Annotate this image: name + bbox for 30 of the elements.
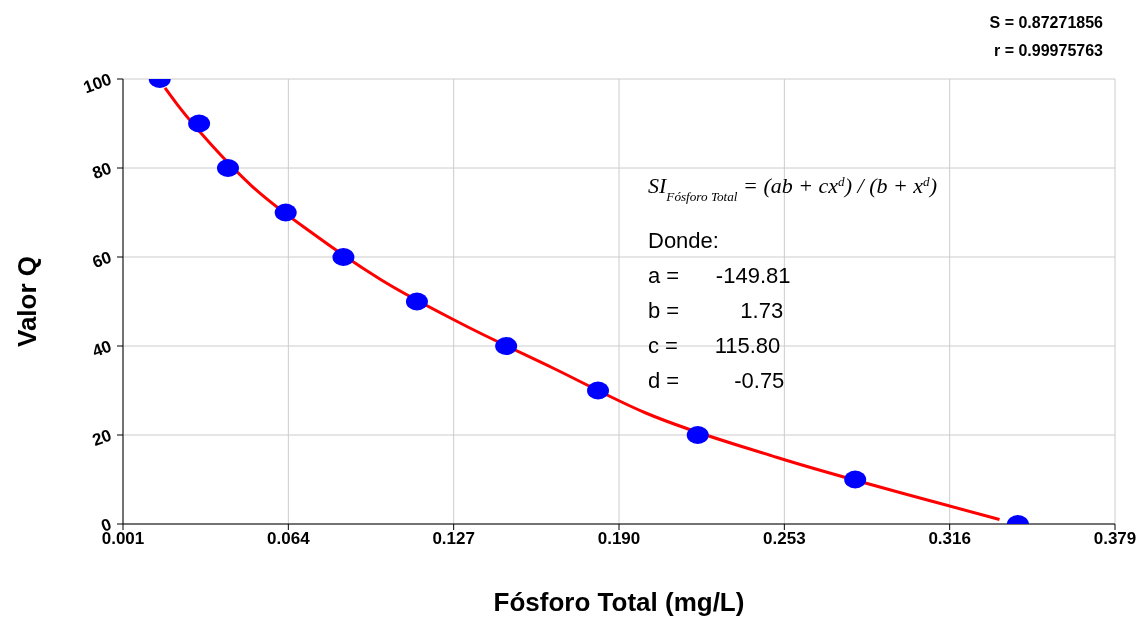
y-tick-label: 60 (89, 247, 115, 272)
x-tick-label: 0.379 (1093, 529, 1137, 549)
y-tick-label: 80 (89, 158, 115, 183)
point (587, 381, 610, 400)
y-axis-title: Valor Q (12, 255, 42, 348)
point (188, 114, 211, 133)
annotation: c = 115.80 (648, 333, 781, 358)
annotation: SI$_{Fósforo Total}$ = (ab + cx$^{d}$) / (b + x$^{d}$) (648, 173, 937, 204)
annotation: d = -0.75 (648, 368, 785, 393)
point (844, 470, 867, 489)
point (405, 292, 428, 311)
y-tick-label: 40 (89, 336, 115, 361)
x-tick-label: 0.316 (928, 529, 971, 549)
x-tick-label: 0.064 (267, 529, 311, 549)
x-axis-title: Fósforo Total (mg/L) (493, 587, 745, 617)
point (274, 203, 297, 222)
point (332, 248, 355, 266)
annotation: b = 1.73 (648, 298, 784, 323)
text: r = 0.99975763 (994, 42, 1104, 59)
text: S = 0.87271856 (989, 14, 1104, 31)
point (495, 337, 518, 355)
annotation: Donde: (648, 228, 719, 253)
point (686, 426, 709, 444)
x-tick-label: 0.127 (432, 529, 475, 549)
x-tick-label: 0.253 (763, 529, 806, 549)
x-tick-label: 0.190 (597, 529, 641, 549)
y-tick-label: 20 (89, 425, 115, 450)
point (216, 159, 239, 177)
annotation: a = -149.81 (648, 263, 791, 288)
y-tick-label: 100 (80, 69, 115, 98)
